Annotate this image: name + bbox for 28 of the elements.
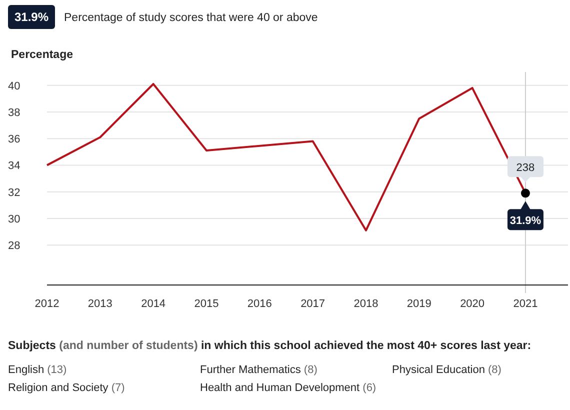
y-tick-label: 40 (8, 80, 20, 92)
chart-title: Percentage of study scores that were 40 or above (64, 12, 318, 24)
x-tick-label: 2017 (300, 298, 326, 310)
annotation: 31.9% (510, 215, 542, 228)
x-tick-label: 2019 (406, 298, 432, 310)
text: Further Mathematics (8) (200, 364, 318, 376)
y-tick-label: 32 (8, 186, 20, 199)
y-tick-label: 36 (8, 134, 20, 146)
text: Health and Human Development (6) (200, 382, 376, 394)
x-tick-label: 2012 (34, 298, 60, 310)
x-tick-label: 2014 (141, 298, 166, 310)
x-tick-label: 2020 (460, 298, 485, 310)
y-axis-title: Percentage (11, 49, 74, 61)
text: 31.9% (14, 10, 49, 24)
text: Religion and Society (7) (8, 382, 125, 394)
x-tick-label: 2016 (247, 298, 272, 310)
text: Physical Education (8) (392, 364, 502, 376)
text: English (13) (8, 364, 67, 376)
x-tick-label: 2021 (513, 298, 538, 310)
x-tick-label: 2015 (194, 298, 219, 310)
y-tick-label: 30 (8, 213, 20, 226)
y-tick-label: 38 (8, 106, 20, 119)
y-tick-label: 28 (8, 240, 20, 252)
x-tick-label: 2018 (354, 298, 378, 310)
text: Subjects (and number of students) in which this school achieved the most 40+ scores last year: (8, 340, 532, 352)
x-tick-label: 2013 (88, 298, 112, 310)
y-tick-label: 34 (8, 160, 20, 172)
annotation: 238 (516, 162, 535, 174)
